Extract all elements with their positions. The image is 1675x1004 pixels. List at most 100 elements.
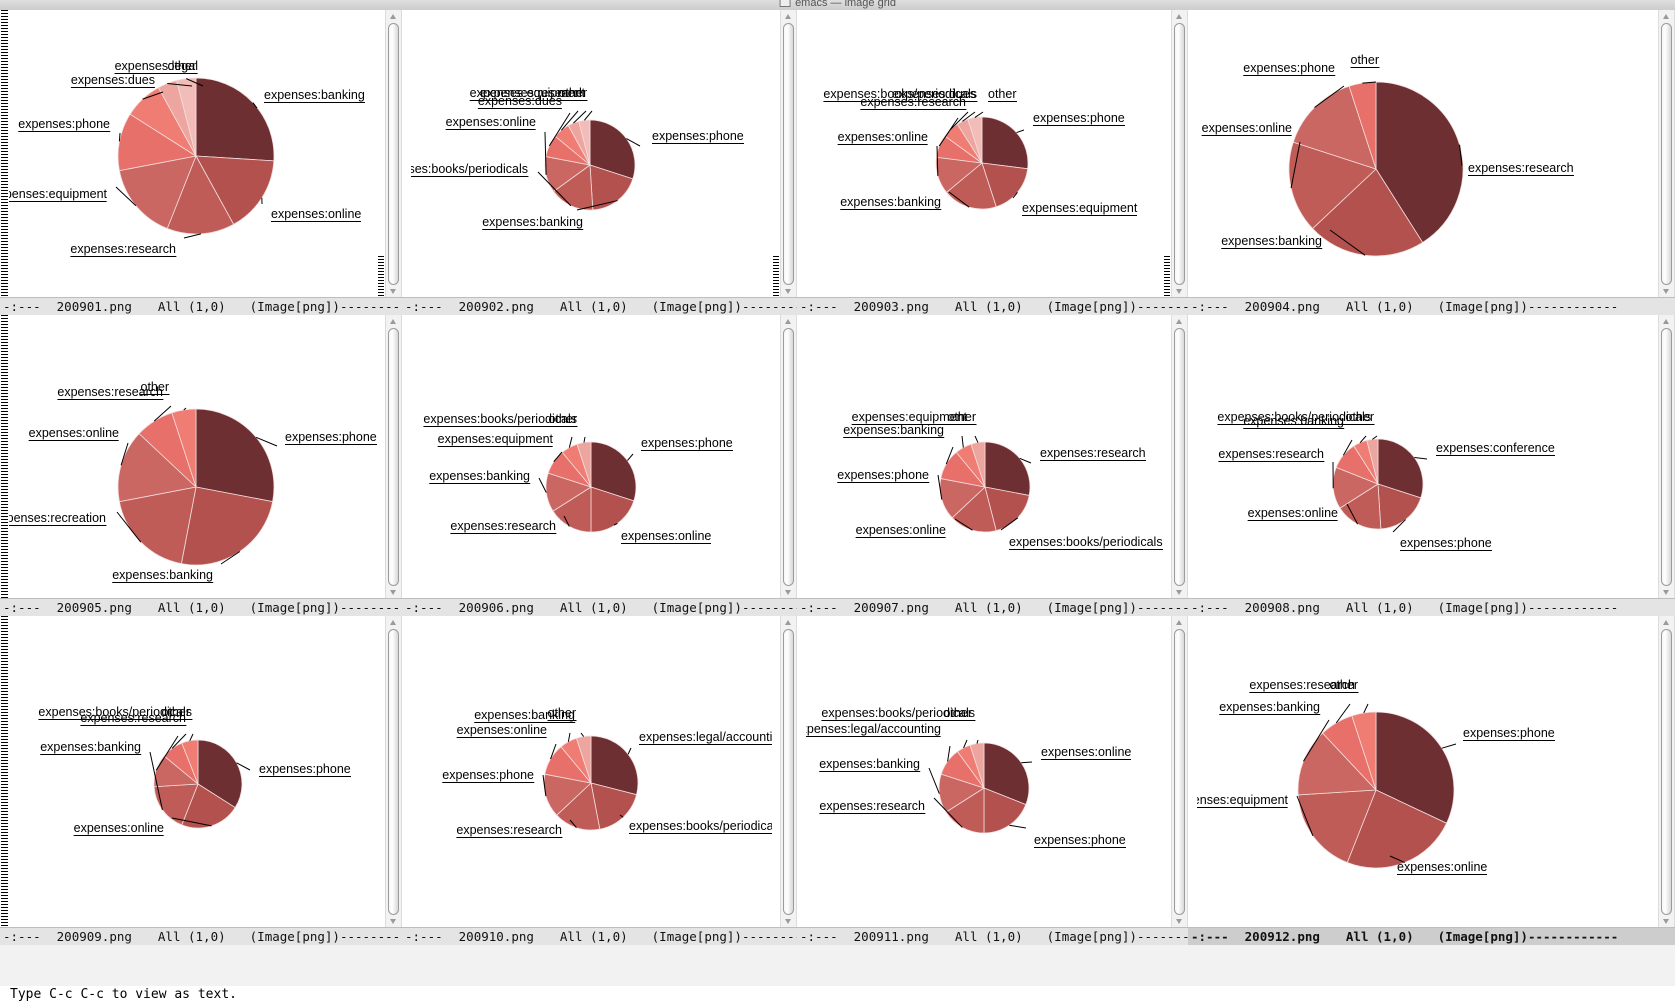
image-canvas[interactable] [806, 616, 1163, 928]
scroll-down-arrow-icon[interactable] [1174, 916, 1185, 927]
scroll-up-arrow-icon[interactable] [1174, 617, 1185, 628]
mode-line[interactable]: -:--- 200909.png All (1,0) (Image[png])----… [0, 927, 402, 945]
emacs-window-200909[interactable]: -:--- 200909.png All (1,0) (Image[png])----… [0, 616, 402, 945]
mode-line-flags: -:--- [800, 929, 838, 944]
emacs-window-200902[interactable]: -:--- 200902.png All (1,0) (Image[png])----… [402, 10, 797, 315]
mode-line[interactable]: -:--- 200912.png All (1,0) (Image[png])----… [1188, 927, 1675, 945]
image-canvas[interactable] [9, 616, 377, 928]
vertical-scrollbar[interactable] [385, 315, 402, 599]
emacs-window-200905[interactable]: -:--- 200905.png All (1,0) (Image[png])----… [0, 315, 402, 616]
vertical-scrollbar[interactable] [780, 315, 797, 599]
minibuffer[interactable]: Type C-c C-c to view as text. [0, 986, 1675, 1004]
mode-line[interactable]: -:--- 200905.png All (1,0) (Image[png])----… [0, 598, 402, 616]
scroll-up-arrow-icon[interactable] [783, 316, 794, 327]
emacs-window-200901[interactable]: -:--- 200901.png All (1,0) (Image[png])----… [0, 10, 402, 315]
image-canvas[interactable] [411, 315, 772, 599]
image-canvas[interactable] [1197, 616, 1650, 928]
vertical-scrollbar[interactable] [780, 10, 797, 298]
vertical-scrollbar[interactable] [1658, 10, 1675, 298]
scrollbar-thumb[interactable] [1661, 629, 1672, 915]
scroll-down-arrow-icon[interactable] [1661, 286, 1672, 297]
scrollbar-thumb[interactable] [1174, 629, 1185, 915]
scroll-down-arrow-icon[interactable] [1661, 916, 1672, 927]
scroll-up-arrow-icon[interactable] [388, 617, 399, 628]
vertical-scrollbar[interactable] [385, 10, 402, 298]
emacs-window-200904[interactable]: -:--- 200904.png All (1,0) (Image[png])----… [1188, 10, 1675, 315]
mode-line-filler: ------------ [741, 600, 797, 615]
mode-line-position: All (1,0) [559, 600, 628, 615]
scroll-down-arrow-icon[interactable] [783, 587, 794, 598]
truncation-marks-icon [1, 616, 8, 928]
vertical-scrollbar[interactable] [1658, 315, 1675, 599]
mode-line[interactable]: -:--- 200903.png All (1,0) (Image[png])----… [797, 297, 1188, 315]
right-fringe [1163, 616, 1171, 928]
scrollbar-thumb[interactable] [388, 23, 399, 285]
scroll-down-arrow-icon[interactable] [388, 286, 399, 297]
mode-line-major-mode: (Image[png]) [651, 600, 742, 615]
scroll-up-arrow-icon[interactable] [1174, 316, 1185, 327]
image-canvas[interactable] [411, 10, 772, 298]
vertical-scrollbar[interactable] [1658, 616, 1675, 928]
scroll-down-arrow-icon[interactable] [783, 916, 794, 927]
scrollbar-thumb[interactable] [1174, 328, 1185, 586]
scrollbar-thumb[interactable] [388, 328, 399, 586]
vertical-scrollbar[interactable] [1171, 10, 1188, 298]
scroll-down-arrow-icon[interactable] [1174, 587, 1185, 598]
right-fringe [1650, 616, 1658, 928]
mode-line[interactable]: -:--- 200911.png All (1,0) (Image[png])----… [797, 927, 1188, 945]
scroll-up-arrow-icon[interactable] [388, 316, 399, 327]
scroll-up-arrow-icon[interactable] [388, 11, 399, 22]
scrollbar-thumb[interactable] [1661, 328, 1672, 586]
mode-line-filler: ------------ [1527, 600, 1619, 615]
image-canvas[interactable] [806, 315, 1163, 599]
mode-line[interactable]: -:--- 200906.png All (1,0) (Image[png])----… [402, 598, 797, 616]
emacs-window-200910[interactable]: -:--- 200910.png All (1,0) (Image[png])----… [402, 616, 797, 945]
mode-line[interactable]: -:--- 200902.png All (1,0) (Image[png])----… [402, 297, 797, 315]
scroll-up-arrow-icon[interactable] [783, 11, 794, 22]
scroll-up-arrow-icon[interactable] [1661, 617, 1672, 628]
mode-line[interactable]: -:--- 200910.png All (1,0) (Image[png])----… [402, 927, 797, 945]
mode-line-buffer-name: 200906.png [458, 600, 534, 615]
image-canvas[interactable] [806, 10, 1163, 298]
image-canvas[interactable] [9, 315, 377, 599]
scrollbar-thumb[interactable] [783, 629, 794, 915]
image-canvas[interactable] [1197, 10, 1650, 298]
scrollbar-thumb[interactable] [1174, 23, 1185, 285]
mode-line[interactable]: -:--- 200908.png All (1,0) (Image[png])----… [1188, 598, 1675, 616]
mode-line[interactable]: -:--- 200904.png All (1,0) (Image[png])----… [1188, 297, 1675, 315]
emacs-window-200906[interactable]: -:--- 200906.png All (1,0) (Image[png])----… [402, 315, 797, 616]
image-canvas[interactable] [1197, 315, 1650, 599]
scroll-down-arrow-icon[interactable] [388, 587, 399, 598]
scroll-up-arrow-icon[interactable] [783, 617, 794, 628]
scrollbar-thumb[interactable] [388, 629, 399, 915]
vertical-scrollbar[interactable] [1171, 616, 1188, 928]
scroll-down-arrow-icon[interactable] [1661, 587, 1672, 598]
emacs-window-200903[interactable]: -:--- 200903.png All (1,0) (Image[png])----… [797, 10, 1188, 315]
image-canvas[interactable] [9, 10, 377, 298]
scrollbar-thumb[interactable] [1661, 23, 1672, 285]
scrollbar-thumb[interactable] [783, 328, 794, 586]
mode-line-filler: ------------ [1136, 929, 1188, 944]
mode-line-flags: -:--- [1191, 600, 1229, 615]
scroll-down-arrow-icon[interactable] [783, 286, 794, 297]
scroll-up-arrow-icon[interactable] [1661, 316, 1672, 327]
emacs-window-200912[interactable]: -:--- 200912.png All (1,0) (Image[png])----… [1188, 616, 1675, 945]
mode-line-filler: ------------ [339, 600, 402, 615]
mode-line[interactable]: -:--- 200907.png All (1,0) (Image[png])----… [797, 598, 1188, 616]
emacs-window-200908[interactable]: -:--- 200908.png All (1,0) (Image[png])----… [1188, 315, 1675, 616]
vertical-scrollbar[interactable] [780, 616, 797, 928]
scroll-down-arrow-icon[interactable] [388, 916, 399, 927]
mode-line-position: All (1,0) [157, 299, 226, 314]
scroll-up-arrow-icon[interactable] [1661, 11, 1672, 22]
scroll-up-arrow-icon[interactable] [1174, 11, 1185, 22]
emacs-window-200907[interactable]: -:--- 200907.png All (1,0) (Image[png])----… [797, 315, 1188, 616]
mode-line-buffer-name: 200904.png [1244, 299, 1320, 314]
image-canvas[interactable] [411, 616, 772, 928]
vertical-scrollbar[interactable] [385, 616, 402, 928]
mode-line[interactable]: -:--- 200901.png All (1,0) (Image[png])----… [0, 297, 402, 315]
emacs-window-200911[interactable]: -:--- 200911.png All (1,0) (Image[png])----… [797, 616, 1188, 945]
scrollbar-thumb[interactable] [783, 23, 794, 285]
scroll-down-arrow-icon[interactable] [1174, 286, 1185, 297]
mode-line-buffer-name: 200905.png [56, 600, 132, 615]
vertical-scrollbar[interactable] [1171, 315, 1188, 599]
